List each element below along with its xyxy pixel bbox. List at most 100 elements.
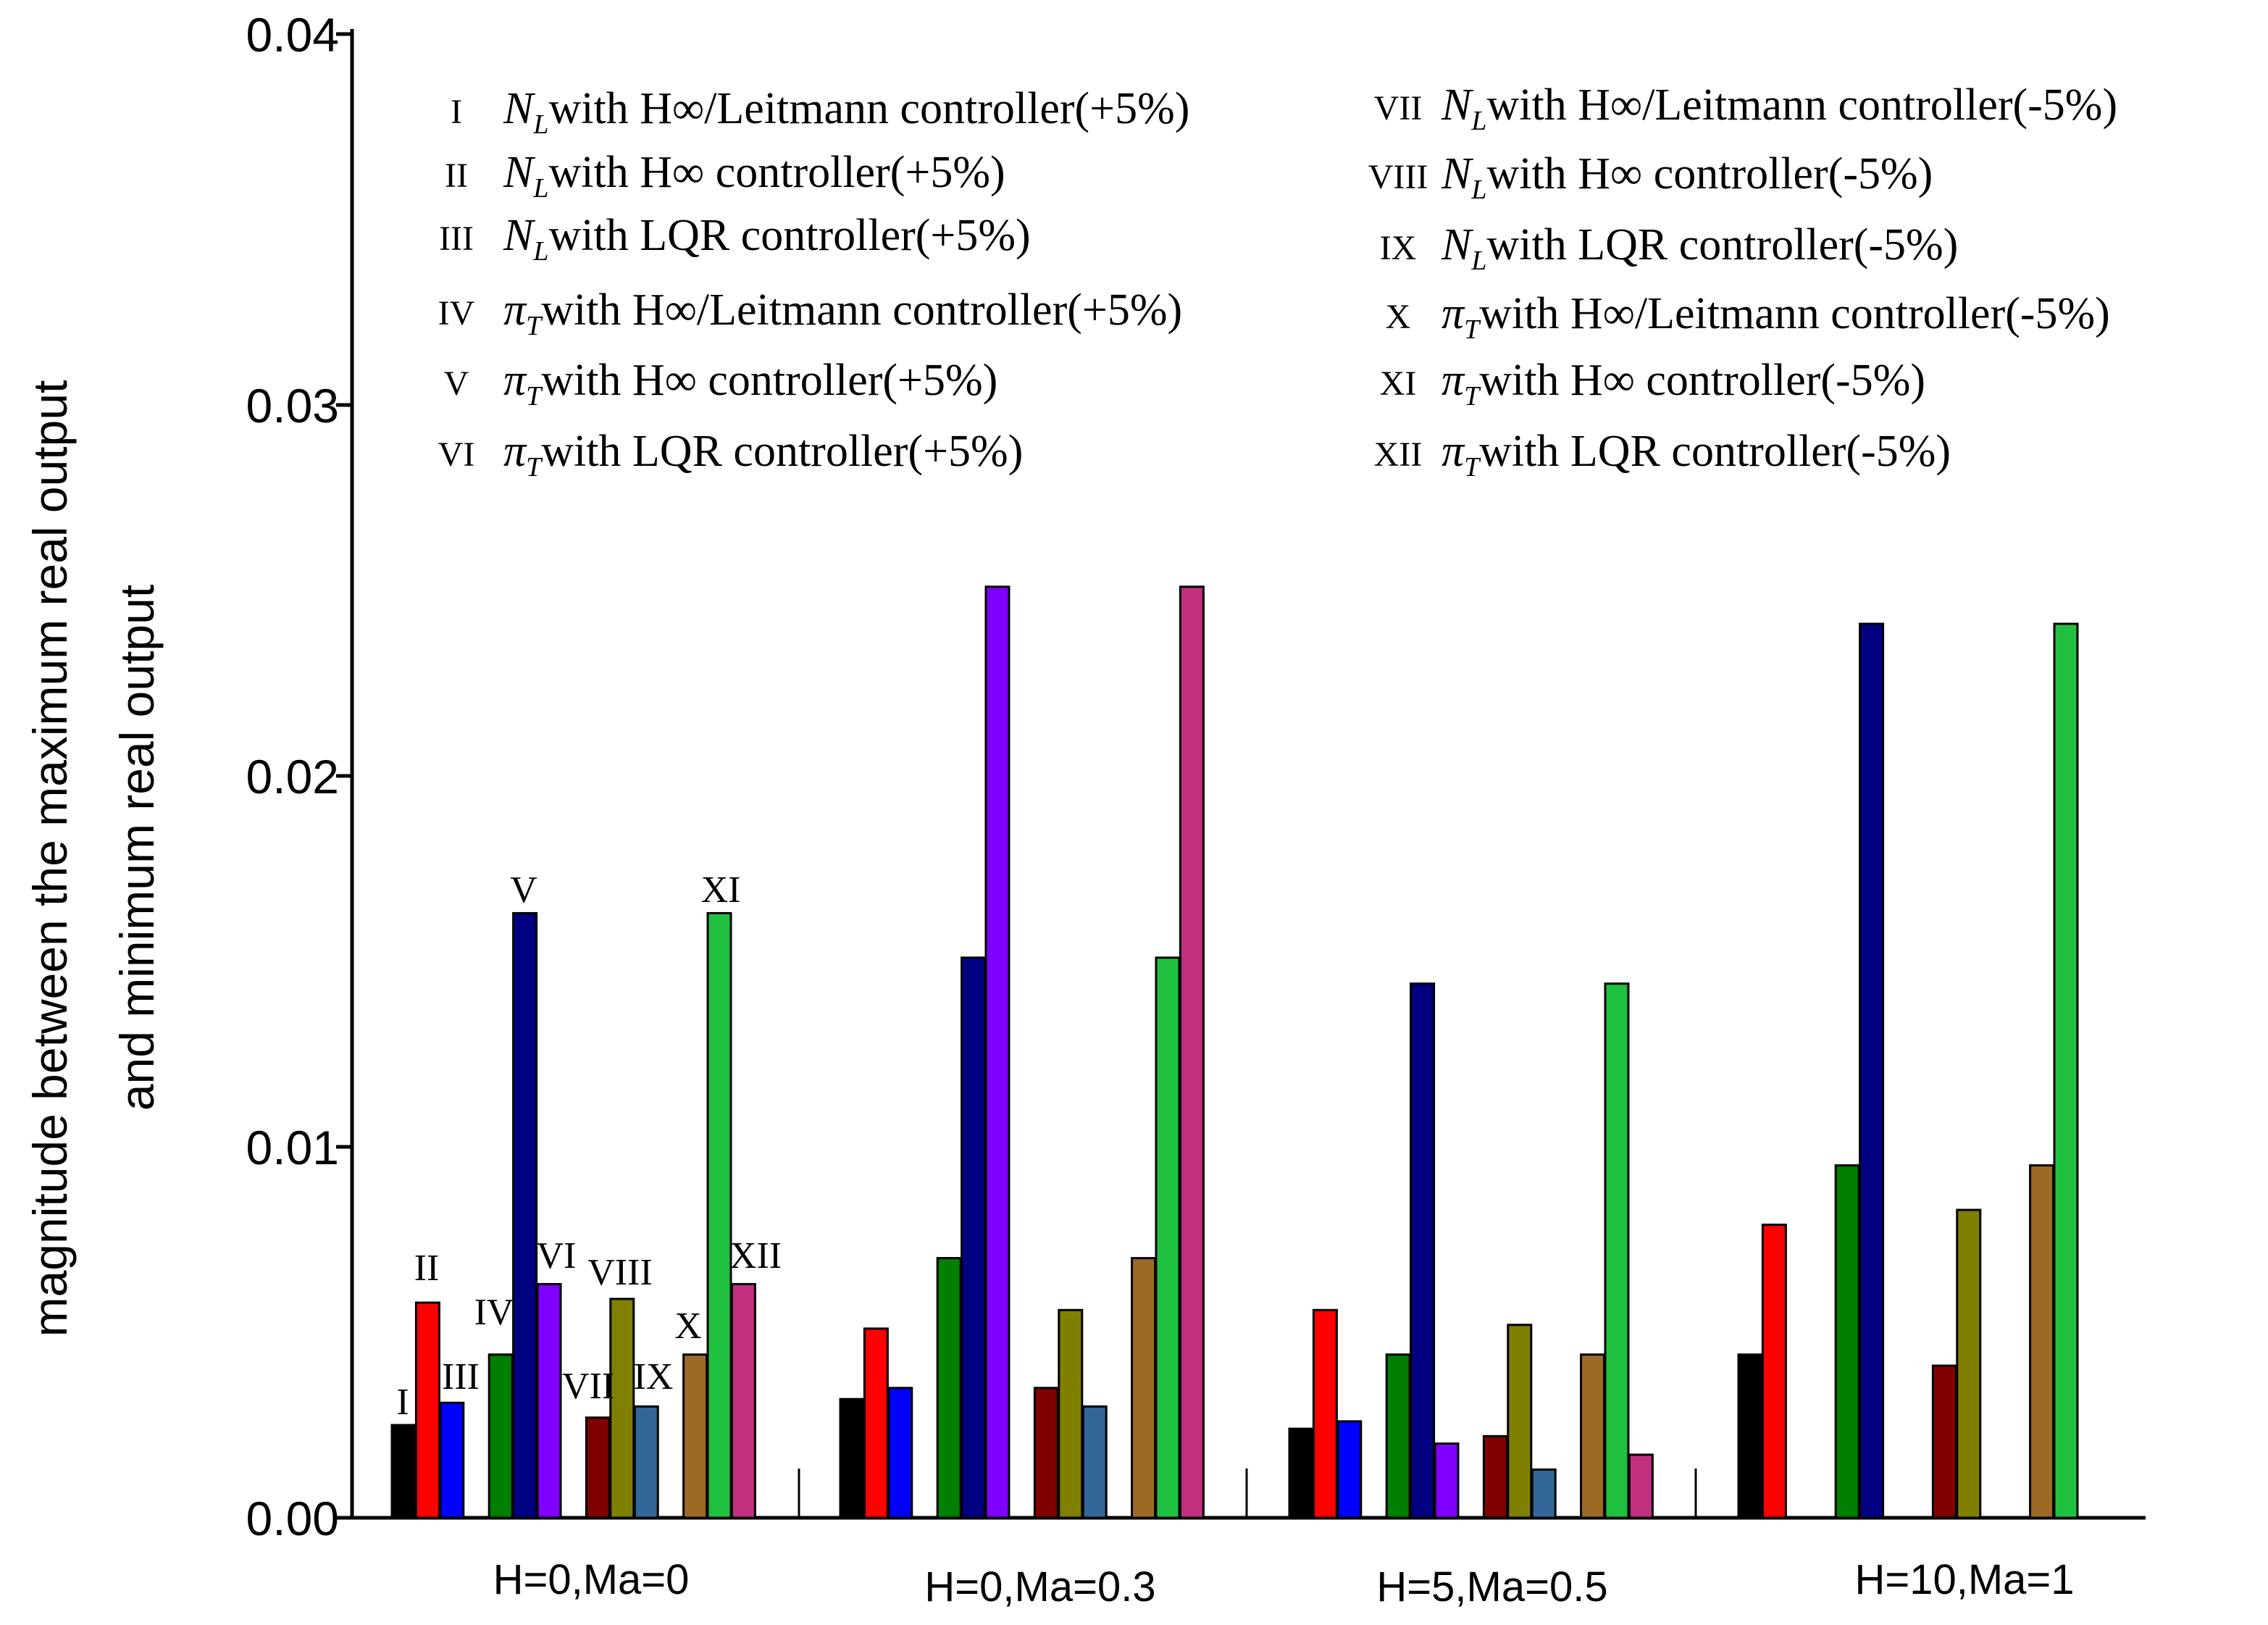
legend-numeral: V bbox=[444, 364, 469, 403]
legend-label: πTwith LQR controller(-5%) bbox=[1441, 427, 1951, 483]
legend-label: NLwith H∞ controller(-5%) bbox=[1441, 149, 1933, 205]
bars bbox=[390, 585, 2079, 1519]
bar-xii-g3 bbox=[1628, 1453, 1654, 1519]
legend-label: NLwith LQR controller(+5%) bbox=[503, 211, 1031, 267]
legend-numeral: XII bbox=[1374, 435, 1423, 474]
x-category-label: H=5,Ma=0.5 bbox=[1376, 1563, 1607, 1611]
legend-item-ix: IX NLwith LQR controller(-5%) bbox=[1380, 220, 1959, 276]
bar-vii-g3 bbox=[1482, 1434, 1508, 1519]
legend-numeral: IV bbox=[438, 294, 475, 333]
bar-ix-g2 bbox=[1081, 1405, 1108, 1519]
legend-item-viii: VIII NLwith H∞ controller(-5%) bbox=[1368, 149, 1933, 205]
bar-i-g1 bbox=[390, 1424, 417, 1519]
bar-annotation-iii: III bbox=[442, 1356, 480, 1398]
bar-annotation-i: I bbox=[396, 1382, 409, 1423]
bar-xi-g3 bbox=[1604, 982, 1630, 1519]
legend-numeral: VI bbox=[438, 435, 475, 474]
legend-label: πTwith H∞/Leitmann controller(-5%) bbox=[1441, 289, 2110, 345]
legend-label: πTwith H∞/Leitmann controller(+5%) bbox=[503, 285, 1182, 341]
bar-ii-g1 bbox=[414, 1301, 440, 1519]
bar-v-g4 bbox=[1859, 622, 1885, 1519]
legend-numeral: VII bbox=[1374, 89, 1423, 128]
bar-v-g1 bbox=[512, 911, 538, 1519]
legend-item-vi: VI πTwith LQR controller(+5%) bbox=[438, 427, 1024, 483]
x-category-label: H=0,Ma=0.3 bbox=[924, 1563, 1155, 1611]
bar-vii-g1 bbox=[585, 1416, 611, 1519]
legend: I NLwith H∞/Leitmann controller(+5%) II NLw… bbox=[438, 80, 2117, 483]
bar-xii-g1 bbox=[730, 1282, 756, 1519]
legend-numeral: X bbox=[1386, 298, 1411, 336]
bar-ix-g1 bbox=[633, 1405, 659, 1519]
bar-annotation-viii: VIII bbox=[587, 1252, 653, 1293]
bar-x-g4 bbox=[2029, 1164, 2055, 1519]
legend-label: NLwith H∞/Leitmann controller(-5%) bbox=[1441, 80, 2117, 136]
legend-label: πTwith H∞ controller(-5%) bbox=[1441, 356, 1925, 412]
bar-viii-g2 bbox=[1058, 1308, 1084, 1519]
bar-i-g4 bbox=[1737, 1353, 1763, 1519]
legend-numeral: II bbox=[445, 156, 468, 195]
bar-iii-g1 bbox=[439, 1401, 465, 1519]
legend-numeral: III bbox=[439, 220, 474, 258]
bar-annotation-vi: VI bbox=[537, 1235, 577, 1277]
bar-vi-g3 bbox=[1434, 1442, 1460, 1519]
bar-vii-g2 bbox=[1033, 1387, 1059, 1519]
legend-item-i: I NLwith H∞/Leitmann controller(+5%) bbox=[451, 84, 1189, 140]
legend-item-vii: VII NLwith H∞/Leitmann controller(-5%) bbox=[1374, 80, 2117, 136]
bar-x-g2 bbox=[1131, 1257, 1157, 1519]
y-tick-label: 0.00 bbox=[246, 1492, 339, 1545]
bar-ii-g3 bbox=[1312, 1308, 1338, 1519]
legend-item-xii: XII πTwith LQR controller(-5%) bbox=[1374, 427, 1951, 483]
bar-ii-g2 bbox=[863, 1327, 889, 1519]
x-category-label: H=10,Ma=1 bbox=[1854, 1556, 2074, 1603]
legend-numeral: VIII bbox=[1368, 158, 1428, 196]
bar-ix-g3 bbox=[1531, 1468, 1557, 1519]
bar-iv-g4 bbox=[1834, 1164, 1860, 1519]
bar-viii-g1 bbox=[609, 1298, 635, 1519]
legend-label: NLwith LQR controller(-5%) bbox=[1441, 220, 1958, 276]
bar-v-g3 bbox=[1410, 982, 1436, 1519]
y-tick-label: 0.04 bbox=[246, 8, 339, 62]
legend-label: πTwith LQR controller(+5%) bbox=[503, 427, 1023, 483]
legend-label: NLwith H∞/Leitmann controller(+5%) bbox=[503, 84, 1189, 140]
bar-iii-g2 bbox=[887, 1387, 913, 1519]
y-tick-label: 0.03 bbox=[246, 379, 339, 433]
bar-ii-g4 bbox=[1761, 1224, 1787, 1519]
legend-label: πTwith H∞ controller(+5%) bbox=[503, 356, 997, 412]
bar-annotation-xi: XI bbox=[701, 869, 741, 911]
bar-x-g3 bbox=[1580, 1353, 1606, 1519]
y-tick-label: 0.01 bbox=[246, 1121, 339, 1174]
legend-item-ii: II NLwith H∞ controller(+5%) bbox=[445, 148, 1005, 204]
bar-xi-g2 bbox=[1155, 956, 1181, 1519]
bar-annotation-ii: II bbox=[414, 1248, 440, 1289]
bar-x-g1 bbox=[682, 1353, 708, 1519]
bar-vii-g4 bbox=[1931, 1364, 1957, 1519]
x-category-label: H=0,Ma=0 bbox=[493, 1556, 690, 1603]
bar-i-g2 bbox=[839, 1398, 865, 1519]
bar-iii-g3 bbox=[1336, 1420, 1363, 1519]
legend-item-xi: XI πTwith H∞ controller(-5%) bbox=[1380, 356, 1925, 412]
bar-iv-g3 bbox=[1385, 1353, 1411, 1519]
legend-label: NLwith H∞ controller(+5%) bbox=[503, 148, 1005, 204]
bar-v-g2 bbox=[961, 956, 987, 1519]
bar-vi-g2 bbox=[984, 585, 1010, 1519]
bar-iv-g2 bbox=[936, 1257, 962, 1519]
bar-annotation-xii: XII bbox=[729, 1235, 782, 1277]
bar-annotation-vii: VII bbox=[562, 1366, 614, 1407]
bar-viii-g3 bbox=[1507, 1324, 1533, 1519]
bar-i-g3 bbox=[1288, 1427, 1314, 1519]
bar-annotation-x: X bbox=[674, 1306, 702, 1347]
legend-numeral: IX bbox=[1380, 229, 1417, 267]
legend-item-iii: III NLwith LQR controller(+5%) bbox=[439, 211, 1031, 267]
axes: 0.00 0.01 0.02 0.03 0.04 H=0,Ma=0 H=0,Ma=0.3 H=… bbox=[246, 8, 2146, 1611]
y-axis-label-line-2: and minimum real output bbox=[110, 585, 164, 1111]
bar-annotation-ix: IX bbox=[634, 1356, 674, 1398]
bar-xi-g1 bbox=[706, 911, 732, 1519]
bar-vi-g1 bbox=[536, 1282, 562, 1519]
bar-xi-g4 bbox=[2053, 622, 2079, 1519]
bar-xii-g2 bbox=[1179, 585, 1205, 1519]
legend-numeral: XI bbox=[1380, 364, 1417, 403]
